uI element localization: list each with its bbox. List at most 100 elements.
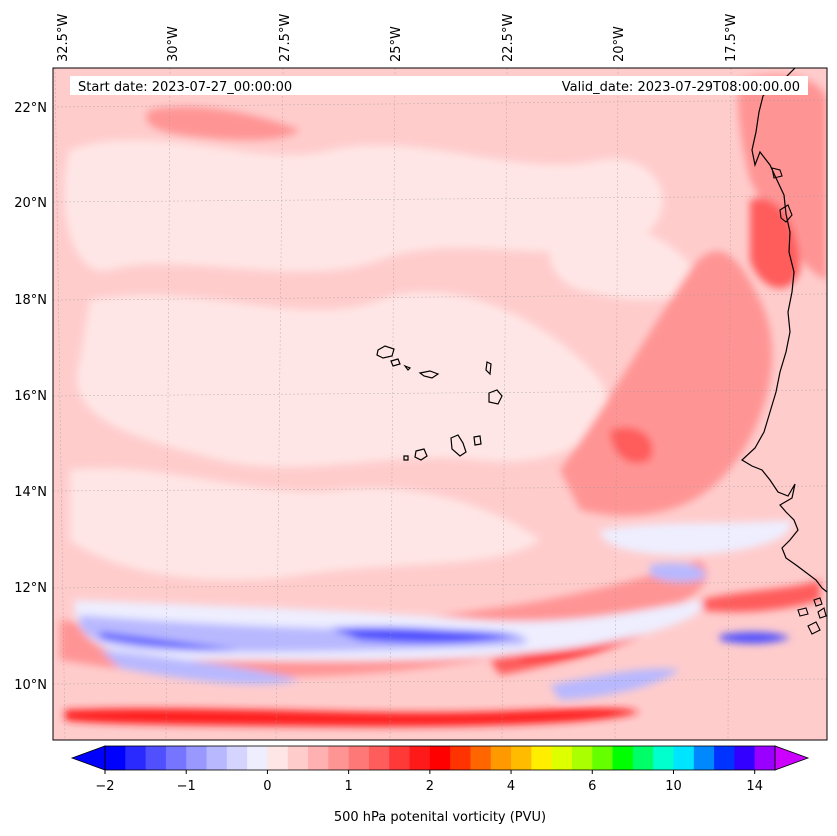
colorbar-cell (693, 746, 715, 770)
lon-label: 30°W (166, 26, 181, 62)
field-patch-strong (610, 427, 653, 464)
field-patch-light (76, 291, 608, 468)
colorbar-outline (104, 745, 776, 771)
colorbar-cell (632, 746, 654, 770)
island-sao-nicolau (418, 370, 440, 379)
map-frame (52, 67, 828, 741)
colorbar-cell (267, 746, 289, 770)
lat-label: 14°N (14, 485, 47, 500)
field-patch-neg-strong (720, 632, 790, 644)
lat-label: 18°N (14, 293, 47, 308)
lon-label: 17.5°W (724, 14, 739, 62)
colorbar-tick-label: 1 (344, 779, 352, 794)
colorbar-cell (247, 746, 268, 770)
colorbar-label: 500 hPa potenital vorticity (PVU) (334, 810, 546, 825)
colorbar-cell (470, 746, 492, 770)
field-patch-medium (560, 251, 773, 516)
island-brava (403, 455, 409, 461)
colorbar-tick-label: −1 (177, 779, 196, 794)
colorbar-cell (754, 746, 776, 770)
coast-detail (771, 167, 783, 179)
field-patch-light (70, 468, 540, 581)
colorbar-cell (165, 746, 187, 770)
colorbar-cell (571, 746, 593, 770)
island-santo-antao (376, 345, 395, 359)
colorbar-cell (206, 746, 228, 770)
field-patch-light (64, 140, 663, 272)
colorbar-cell (551, 746, 573, 770)
colorbar-cell (714, 746, 735, 770)
colorbar-tick-label: 2 (426, 779, 434, 794)
colorbar-cell (186, 746, 208, 770)
colorbar-cell (612, 746, 634, 770)
lon-label: 32.5°W (56, 14, 71, 62)
field-patch-intense (65, 708, 640, 727)
start-date-label: Start date: 2023-07-27_00:00:00 (78, 80, 292, 95)
colorbar: −2 −1 0 1 2 4 6 10 14 500 hPa potenital vorticit… (70, 745, 810, 825)
island-boa-vista (488, 389, 503, 405)
cape-verde-islands (376, 345, 503, 461)
lon-label: 25°W (389, 26, 404, 62)
colorbar-cell (348, 746, 370, 770)
colorbar-cell (368, 746, 390, 770)
lon-label: 20°W (612, 26, 627, 62)
field-patch-medium (738, 75, 827, 281)
colorbar-tick-label: −2 (95, 779, 114, 794)
colorbar-tick-label: 14 (746, 779, 763, 794)
colorbar-over-arrow (774, 745, 810, 771)
field-patch-neg-medium (100, 650, 300, 685)
colorbar-cell (653, 746, 674, 770)
island-maio (473, 435, 482, 446)
island-fogo (414, 448, 428, 461)
lon-label: 22.5°W (501, 14, 516, 62)
island-sao-vicente (390, 358, 401, 367)
field-patch-light (549, 223, 700, 300)
pv-field (53, 68, 827, 740)
colorbar-cell (389, 746, 411, 770)
africa-coastline (741, 68, 827, 593)
longitude-labels: 32.5°W 30°W 27.5°W 25°W 22.5°W 20°W 17.5… (56, 14, 739, 62)
island-santa-luzia (403, 364, 412, 371)
field-patch-medium (146, 106, 300, 140)
colorbar-cell (287, 746, 309, 770)
island-sal (485, 361, 492, 376)
field-patch-neg-light (600, 520, 792, 555)
field-patch-neg-strong (330, 627, 520, 644)
lat-label: 10°N (14, 678, 47, 693)
lat-label: 20°N (14, 196, 47, 211)
colorbar-cell (531, 746, 553, 770)
gridlines (53, 68, 827, 740)
colorbar-cell (673, 746, 695, 770)
colorbar-cell (429, 746, 451, 770)
colorbar-tick-label: 6 (588, 779, 596, 794)
colorbar-cell (592, 746, 614, 770)
colorbar-cell (450, 746, 471, 770)
valid-date-label: Valid_date: 2023-07-29T08:00:00.00 (562, 80, 800, 95)
colorbar-cell (409, 746, 431, 770)
colorbar-cell (308, 746, 329, 770)
field-patch-neg-strong (100, 632, 240, 651)
lat-label: 12°N (14, 581, 47, 596)
colorbar-cell (145, 746, 167, 770)
colorbar-cell (105, 746, 126, 770)
lat-label: 16°N (14, 389, 47, 404)
colorbar-tick-label: 0 (263, 779, 271, 794)
colorbar-under-arrow (70, 745, 106, 771)
island-santiago (450, 434, 467, 457)
colorbar-cell (226, 746, 248, 770)
colorbar-cell (511, 746, 532, 770)
header-box (70, 76, 808, 95)
bissagos-islands (797, 597, 827, 635)
colorbar-cell (328, 746, 350, 770)
colorbar-cell (734, 746, 756, 770)
lat-label: 22°N (14, 101, 47, 116)
coast-detail (779, 204, 793, 223)
field-patch-neg-medium (650, 563, 706, 582)
colorbar-cell (125, 746, 147, 770)
latitude-labels: 22°N 20°N 18°N 16°N 14°N 12°N 10°N (14, 101, 47, 693)
colorbar-cell (490, 746, 512, 770)
lon-label: 27.5°W (278, 14, 293, 62)
field-patch-strong (700, 580, 820, 612)
colorbar-tick-label: 10 (665, 779, 682, 794)
